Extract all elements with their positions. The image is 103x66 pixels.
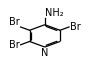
Text: Br: Br (70, 22, 80, 32)
Text: Br: Br (9, 40, 20, 50)
Text: NH₂: NH₂ (45, 8, 63, 18)
Text: N: N (41, 48, 49, 58)
Text: Br: Br (9, 17, 20, 27)
